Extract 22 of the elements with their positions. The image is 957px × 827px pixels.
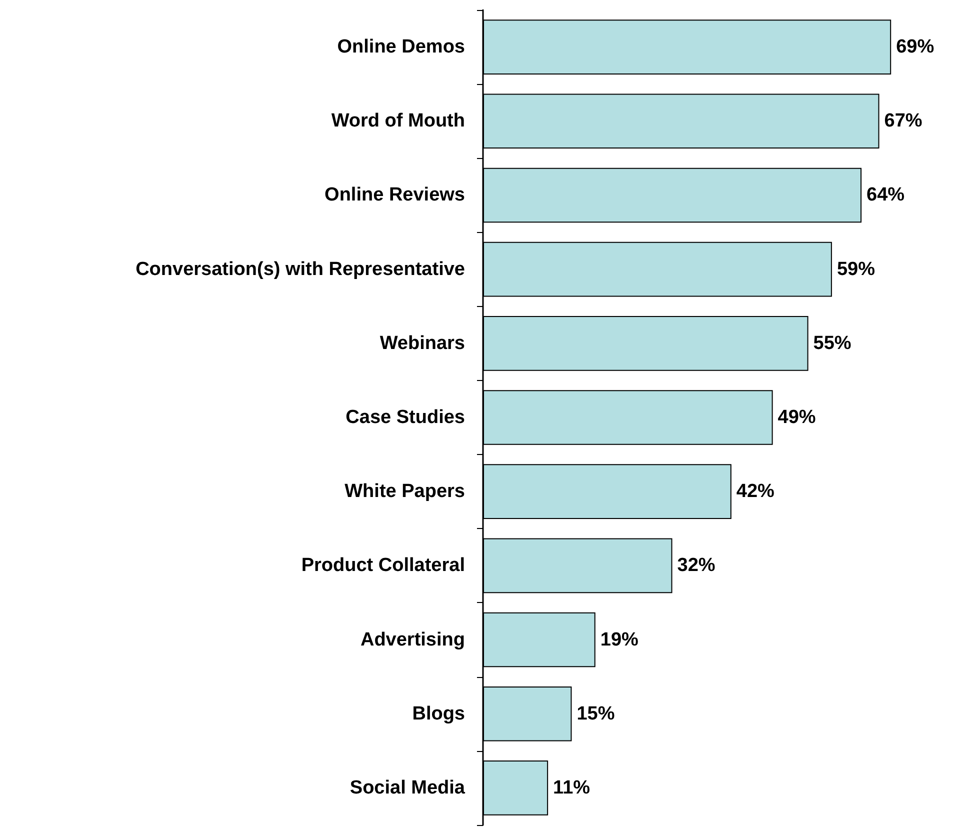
data-label: 42% [736,481,775,502]
y-tick-label: Online Reviews [324,184,465,206]
data-label: 55% [813,332,852,354]
data-label: 69% [896,36,934,58]
y-tick-label: Case Studies [346,407,465,428]
data-label: 59% [836,258,876,280]
data-label: 64% [866,184,905,206]
y-tick-label: White Papers [344,481,465,502]
data-label: 32% [677,555,716,576]
y-tick-label: Conversation(s) with Representative [136,258,465,280]
y-tick-label: Advertising [360,629,465,650]
y-tick-label: Product Collateral [301,555,465,576]
y-tick-label: Social Media [350,777,466,798]
y-tick-label: Webinars [380,332,465,354]
data-label: 11% [553,777,590,798]
data-label: 19% [600,629,639,650]
data-label: 15% [576,703,615,724]
data-label: 67% [884,110,922,132]
y-tick-label: Blogs [412,703,465,724]
y-tick-label: Word of Mouth [331,110,465,132]
data-label: 49% [778,407,816,428]
y-tick-label: Online Demos [337,36,465,58]
